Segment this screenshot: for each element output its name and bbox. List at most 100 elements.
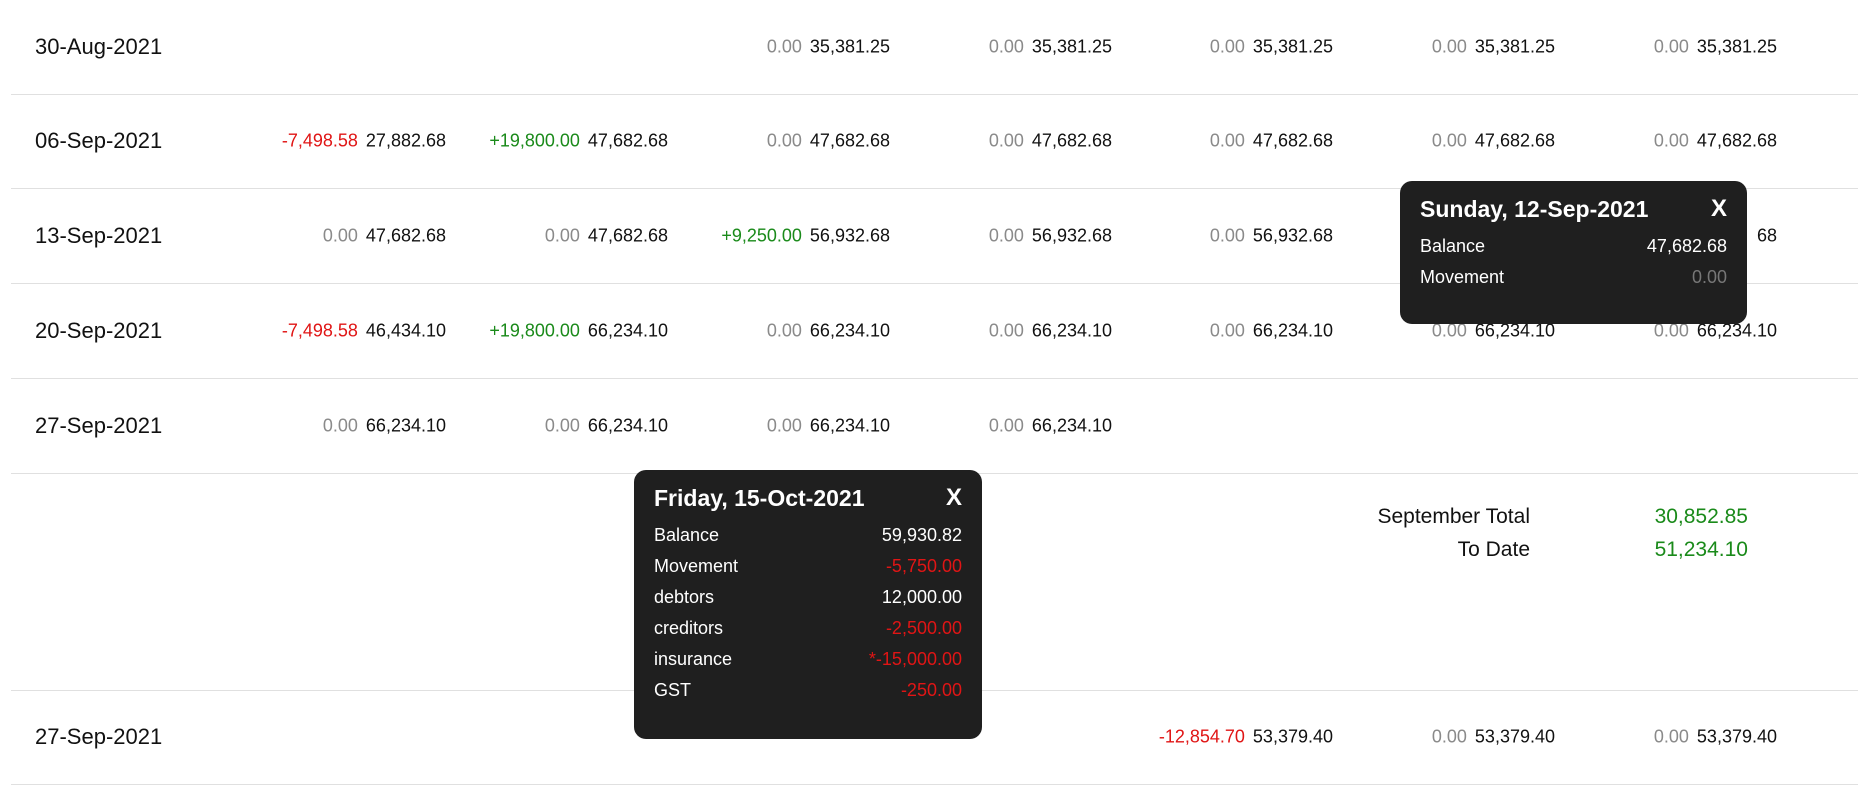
week-cell[interactable]: 0.00 47,682.68 <box>1138 131 1333 152</box>
balance-value: 47,682.68 <box>365 225 446 246</box>
tooltip-row: GST -250.00 <box>654 675 962 706</box>
week-cell[interactable]: 0.00 66,234.10 <box>1138 321 1333 342</box>
week-cell[interactable]: 0.00 66,234.10 <box>917 321 1112 342</box>
movement-value: 0.00 <box>988 415 1024 436</box>
balance-value: 53,379.40 <box>1696 726 1777 747</box>
tooltip-title: Sunday, 12-Sep-2021 <box>1420 195 1649 222</box>
month-total-label: September Total <box>1377 505 1530 528</box>
table-row: 06-Sep-2021 -7,498.58 27,882.68 +19,800.00 4… <box>11 94 1858 189</box>
balance-value: 66,234.10 <box>809 415 890 436</box>
balance-value: 35,381.25 <box>1252 36 1333 57</box>
week-cell[interactable]: 0.00 35,381.25 <box>1582 37 1777 58</box>
movement-value: -7,498.58 <box>281 320 358 341</box>
week-cell[interactable]: -7,498.58 27,882.68 <box>251 131 446 152</box>
tooltip-row: Movement 0.00 <box>1420 262 1727 293</box>
tooltip-row-value: -5,750.00 <box>885 556 962 576</box>
tooltip-row-value: 12,000.00 <box>881 587 962 607</box>
movement-value: 0.00 <box>544 225 580 246</box>
tooltip-row-label: creditors <box>654 618 724 638</box>
movement-value: +19,800.00 <box>489 320 580 341</box>
movement-value: 0.00 <box>1209 320 1245 341</box>
tooltip-row-value: 0.00 <box>1691 267 1727 287</box>
week-cell[interactable]: 0.00 56,932.68 <box>1138 226 1333 247</box>
movement-value: 0.00 <box>1653 36 1689 57</box>
week-cell[interactable]: 0.00 47,682.68 <box>251 226 446 247</box>
balance-value: 66,234.10 <box>809 320 890 341</box>
balance-value: 35,381.25 <box>1696 36 1777 57</box>
balance-value: 35,381.25 <box>809 36 890 57</box>
movement-value: 0.00 <box>988 36 1024 57</box>
week-cell[interactable]: 0.00 53,379.40 <box>1360 727 1555 748</box>
balance-value: 66,234.10 <box>1474 320 1555 341</box>
week-cell[interactable]: 0.00 66,234.10 <box>251 416 446 437</box>
tooltip-row-label: Balance <box>1420 236 1486 256</box>
movement-value: 0.00 <box>1209 225 1245 246</box>
tooltip-row: insurance *-15,000.00 <box>654 644 962 675</box>
week-cell[interactable]: 0.00 66,234.10 <box>695 416 890 437</box>
movement-value: 0.00 <box>1653 130 1689 151</box>
tooltip-row: debtors 12,000.00 <box>654 582 962 613</box>
balance-value: 47,682.68 <box>587 130 668 151</box>
week-cell[interactable]: +19,800.00 66,234.10 <box>473 321 668 342</box>
tooltip-row-label: Movement <box>1420 267 1505 287</box>
week-cell[interactable]: 0.00 66,234.10 <box>473 416 668 437</box>
tooltip-row-label: debtors <box>654 587 715 607</box>
week-cell[interactable]: 0.00 47,682.68 <box>473 226 668 247</box>
balance-value: 68 <box>1756 225 1777 246</box>
week-cell[interactable]: 0.00 35,381.25 <box>917 37 1112 58</box>
balance-value: 47,682.68 <box>1031 130 1112 151</box>
movement-value: 0.00 <box>766 130 802 151</box>
week-cell[interactable]: 0.00 66,234.10 <box>695 321 890 342</box>
table-row: 20-Sep-2021 -7,498.58 46,434.10 +19,800.00 6… <box>11 284 1858 379</box>
balance-value: 47,682.68 <box>1252 130 1333 151</box>
week-cell[interactable]: 0.00 47,682.68 <box>695 131 890 152</box>
week-cell[interactable]: 0.00 66,234.10 <box>917 416 1112 437</box>
movement-value: -7,498.58 <box>281 130 358 151</box>
week-cell[interactable]: 0.00 47,682.68 <box>1360 131 1555 152</box>
week-cell[interactable]: +9,250.00 56,932.68 <box>695 226 890 247</box>
balance-value: 47,682.68 <box>1696 130 1777 151</box>
week-cell[interactable]: -12,854.70 53,379.40 <box>1138 727 1333 748</box>
week-cell[interactable]: 0.00 66,234.10 <box>1582 321 1777 342</box>
movement-value: 0.00 <box>322 225 358 246</box>
week-cell[interactable]: 0.00 66,234.10 <box>1360 321 1555 342</box>
tooltip-row: Movement -5,750.00 <box>654 551 962 582</box>
balance-value: 56,932.68 <box>809 225 890 246</box>
balance-value: 35,381.25 <box>1474 36 1555 57</box>
week-cell[interactable]: 68 <box>1582 226 1777 247</box>
week-cell[interactable]: 0.00 53,379.40 <box>1582 727 1777 748</box>
week-cell[interactable]: 0.00 35,381.25 <box>1360 37 1555 58</box>
movement-value: 0.00 <box>1209 36 1245 57</box>
movement-value: +19,800.00 <box>489 130 580 151</box>
balance-value: 47,682.68 <box>587 225 668 246</box>
tooltip-row-label: GST <box>654 680 692 700</box>
movement-value: 0.00 <box>1431 36 1467 57</box>
balance-value: 35,381.25 <box>1031 36 1112 57</box>
tooltip-row-value: 59,930.82 <box>881 525 962 545</box>
tooltip-row-value: -2,500.00 <box>885 618 962 638</box>
tooltip-row-label: Movement <box>654 556 739 576</box>
week-cell[interactable]: 0.00 47,682.68 <box>1582 131 1777 152</box>
balance-value: 66,234.10 <box>587 320 668 341</box>
balance-value: 66,234.10 <box>1031 415 1112 436</box>
tooltip-row: Balance 59,930.82 <box>654 520 962 551</box>
week-cell[interactable]: -7,498.58 46,434.10 <box>251 321 446 342</box>
movement-value: 0.00 <box>1431 320 1467 341</box>
balance-value: 53,379.40 <box>1252 726 1333 747</box>
week-cell[interactable]: +19,800.00 47,682.68 <box>473 131 668 152</box>
tooltip-row-value: *-15,000.00 <box>868 649 962 669</box>
week-cell[interactable]: 0.00 35,381.25 <box>695 37 890 58</box>
week-cell[interactable]: 0.00 35,381.25 <box>1138 37 1333 58</box>
balance-value: 53,379.40 <box>1474 726 1555 747</box>
table-row: 27-Sep-2021 0.00 66,234.10 0.00 66,234.10 0.0… <box>11 379 1858 474</box>
movement-value: 0.00 <box>766 415 802 436</box>
close-icon[interactable]: X <box>1710 195 1727 222</box>
tooltip-row: Balance 47,682.68 <box>1420 231 1727 262</box>
table-row: 27-Sep-2021 -12,854.70 53,379.40 0.00 53,379… <box>11 690 1858 785</box>
week-cell[interactable]: 0.00 47,682.68 <box>917 131 1112 152</box>
close-icon[interactable]: X <box>945 484 962 511</box>
row-date: 13-Sep-2021 <box>35 223 163 248</box>
balance-value: 66,234.10 <box>1031 320 1112 341</box>
balance-value: 56,932.68 <box>1031 225 1112 246</box>
week-cell[interactable]: 0.00 56,932.68 <box>917 226 1112 247</box>
